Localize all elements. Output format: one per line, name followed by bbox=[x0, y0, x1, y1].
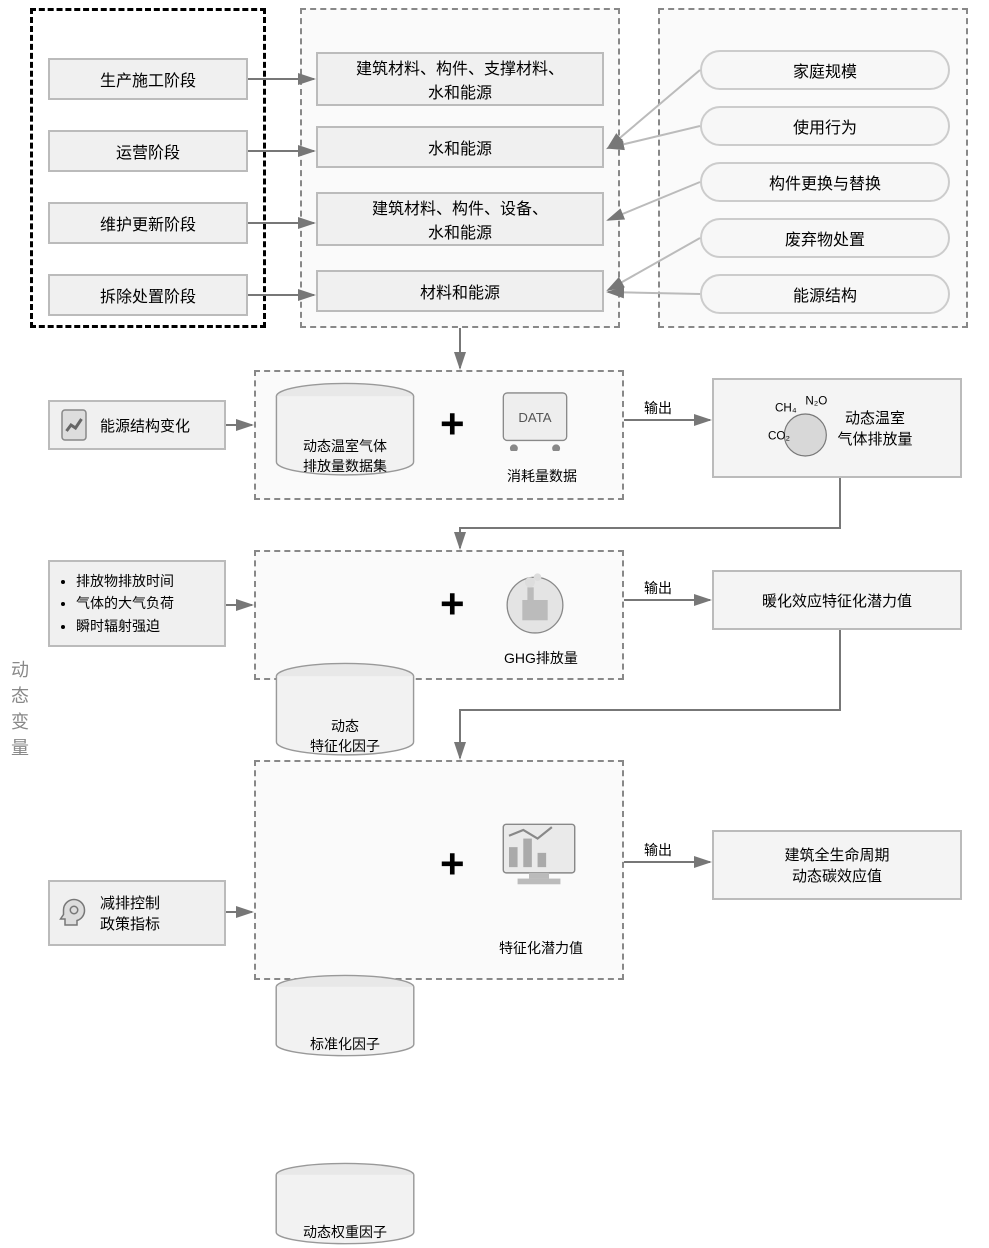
stage-3: 拆除处置阶段 bbox=[48, 274, 248, 316]
svg-text:N₂O: N₂O bbox=[806, 395, 828, 408]
dynvar-4: 能源结构 bbox=[700, 274, 950, 314]
side-label: 动态变量 bbox=[6, 660, 32, 764]
flow3-output-word: 输出 bbox=[644, 840, 672, 860]
stage-2: 维护更新阶段 bbox=[48, 202, 248, 244]
flow1-plus: + bbox=[440, 400, 465, 448]
flow1-data-label: 消耗量数据 bbox=[492, 466, 592, 486]
flow2-data-label: GHG排放量 bbox=[486, 648, 596, 668]
stage-0: 生产施工阶段 bbox=[48, 58, 248, 100]
flow1-cyl-label: 动态温室气体 排放量数据集 bbox=[303, 436, 387, 476]
dynvar-0: 家庭规模 bbox=[700, 50, 950, 90]
dynvar-3: 废弃物处置 bbox=[700, 218, 950, 258]
flow3-data-label: 特征化潜力值 bbox=[486, 938, 596, 958]
dashboard-icon bbox=[489, 810, 589, 910]
flow1-data-icon: DATA bbox=[490, 378, 580, 458]
svg-text:CO₂: CO₂ bbox=[768, 430, 790, 443]
bullet-0: 排放物排放时间 bbox=[76, 570, 214, 592]
chart-clipboard-icon bbox=[56, 407, 92, 443]
flow1-output: CH₄ N₂O CO₂ 动态温室 气体排放量 bbox=[712, 378, 962, 478]
data-badge-text: DATA bbox=[518, 410, 551, 425]
dynvar-2: 构件更换与替换 bbox=[700, 162, 950, 202]
flow1-input-label: 能源结构变化 bbox=[100, 415, 190, 436]
flow1-cylinder: 动态温室气体 排放量数据集 bbox=[270, 382, 420, 482]
head-gear-icon bbox=[56, 895, 92, 931]
consume-2: 建筑材料、构件、设备、 水和能源 bbox=[316, 192, 604, 246]
dynvar-1: 使用行为 bbox=[700, 106, 950, 146]
flow3-plus: + bbox=[440, 840, 465, 888]
flow3-cylinder-bot: 动态权重因子 bbox=[270, 1162, 420, 1248]
flow3-cyl-bot-label: 动态权重因子 bbox=[303, 1222, 387, 1242]
stage-1: 运营阶段 bbox=[48, 130, 248, 172]
flow2-bullets: 排放物排放时间 气体的大气负荷 瞬时辐射强迫 bbox=[48, 560, 226, 647]
flow3-data-icon bbox=[484, 800, 594, 920]
svg-text:CH₄: CH₄ bbox=[775, 402, 797, 415]
diagram-canvas: 建筑全生命周期 相关消耗量 动态变量 生产施工阶段 运营阶段 维护更新阶段 拆除… bbox=[0, 0, 989, 1000]
flow3-cyl-top-label: 标准化因子 bbox=[310, 1034, 380, 1054]
flow3-input-label: 减排控制 政策指标 bbox=[100, 892, 160, 934]
flow2-output: 暖化效应特征化潜力值 bbox=[712, 570, 962, 630]
flow2-plus: + bbox=[440, 580, 465, 628]
flow3-output: 建筑全生命周期 动态碳效应值 bbox=[712, 830, 962, 900]
factory-icon bbox=[497, 562, 573, 638]
flow1-output-word: 输出 bbox=[644, 398, 672, 418]
flow2-cyl-label: 动态 特征化因子 bbox=[310, 716, 380, 756]
consume-3: 材料和能源 bbox=[316, 270, 604, 312]
flow2-data-icon bbox=[490, 558, 580, 642]
flow2-cylinder: 动态 特征化因子 bbox=[270, 662, 420, 762]
bullet-2: 瞬时辐射强迫 bbox=[76, 615, 214, 637]
flow2-output-word: 输出 bbox=[644, 578, 672, 598]
consume-1: 水和能源 bbox=[316, 126, 604, 168]
flow3-input: 减排控制 政策指标 bbox=[48, 880, 226, 946]
bullet-1: 气体的大气负荷 bbox=[76, 592, 214, 614]
flow1-out-label: 动态温室 气体排放量 bbox=[837, 407, 912, 449]
flow1-input: 能源结构变化 bbox=[48, 400, 226, 450]
consume-0: 建筑材料、构件、支撑材料、 水和能源 bbox=[316, 52, 604, 106]
flow3-cylinder-top: 标准化因子 bbox=[270, 974, 420, 1060]
globe-icon: CH₄ N₂O CO₂ bbox=[761, 393, 831, 463]
